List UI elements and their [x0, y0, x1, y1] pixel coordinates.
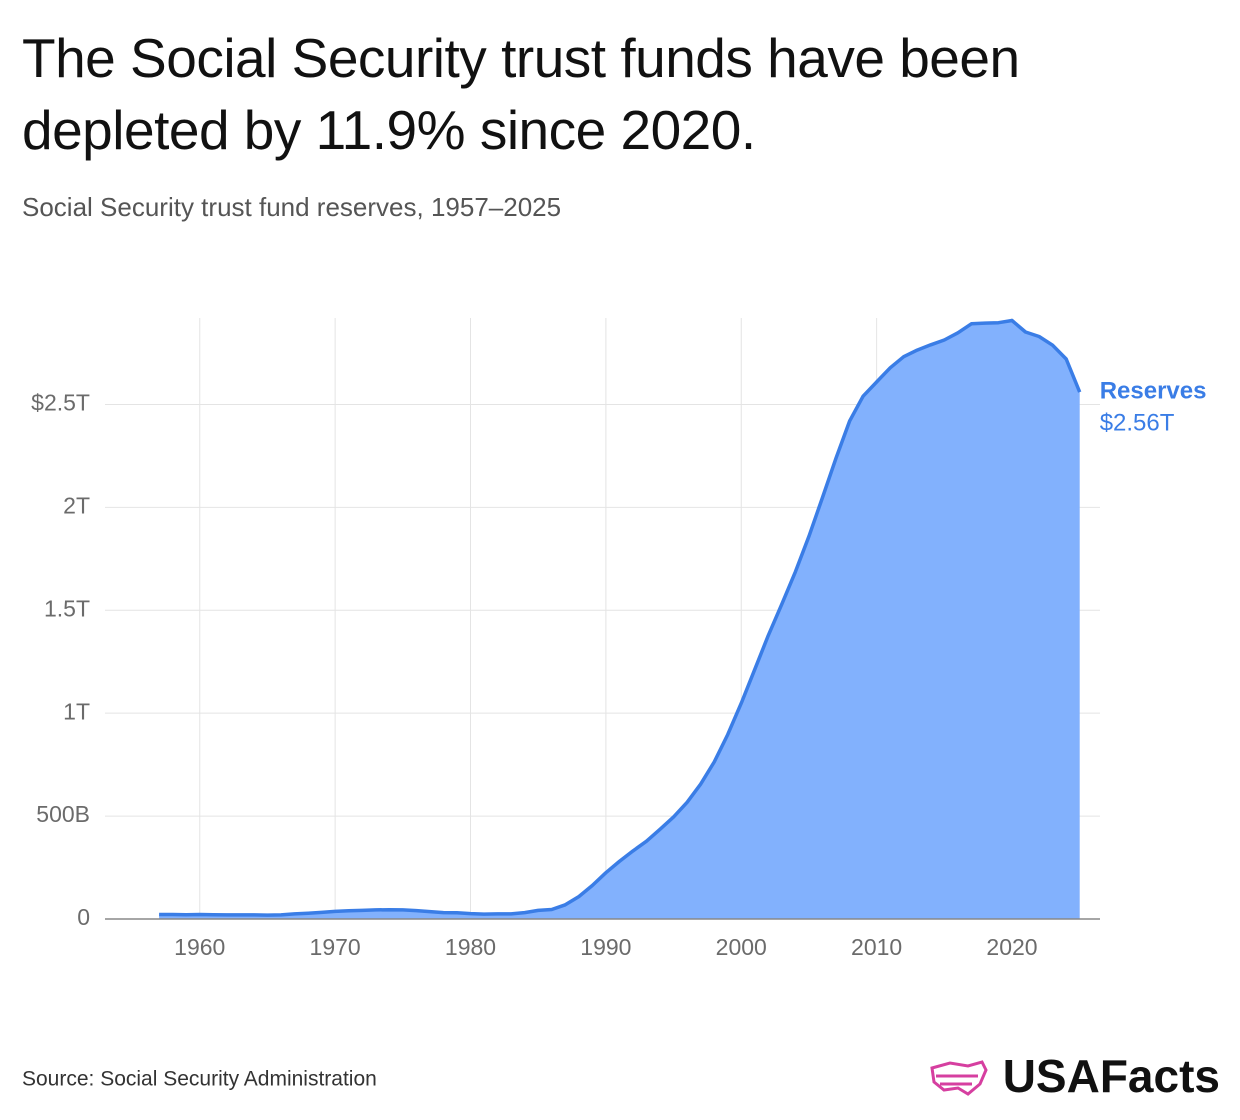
y-tick-label: 2T: [63, 492, 90, 518]
area: [159, 320, 1080, 919]
source: Source: Social Security Administration: [22, 1068, 377, 1091]
chart-title: The Social Security trust funds have bee…: [22, 27, 1020, 161]
line: [159, 318, 1082, 917]
y-tick-label: 1T: [63, 698, 90, 724]
x-tick-label: 2010: [851, 934, 902, 960]
x-tick-label: 2020: [986, 934, 1037, 960]
x-tick-label: 1990: [580, 934, 631, 960]
x-tick-label: 2000: [716, 934, 767, 960]
x-tick-label: 1970: [310, 934, 361, 960]
y-tick-label: $2.5T: [31, 390, 90, 416]
legend-label: Reserves: [1100, 377, 1207, 404]
y-tick-label: 1.5T: [44, 595, 90, 621]
y-tick-label: 500B: [36, 801, 90, 827]
brand-logo-icon: [930, 1060, 988, 1096]
x-tick-label: 1980: [445, 934, 496, 960]
chart-subtitle: Social Security trust fund reserves, 195…: [22, 192, 562, 222]
y-tick-label: 0: [77, 904, 90, 930]
end-value-label: $2.56T: [1100, 409, 1175, 436]
x-tick-label: 1960: [174, 934, 225, 960]
brand: USAFacts: [1003, 1050, 1220, 1102]
